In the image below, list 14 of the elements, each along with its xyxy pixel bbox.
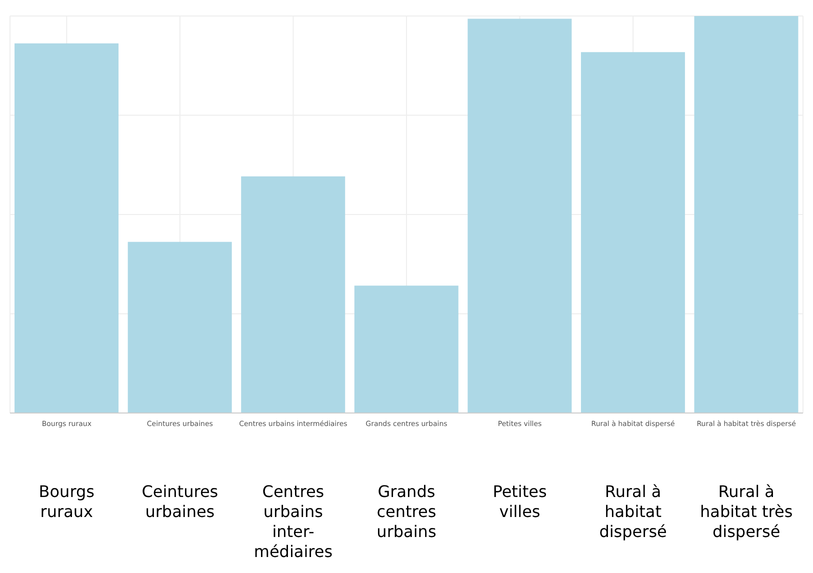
text: Centres urbains inter- médiaires: [252, 482, 334, 562]
text: Rural à habitat très dispersé: [699, 482, 794, 542]
bar: [14, 43, 119, 413]
text: Petites villes: [492, 482, 548, 522]
text: Rural à habitat dispersé: [598, 482, 668, 542]
bar: [580, 52, 685, 413]
bar: [128, 242, 232, 413]
bar: [468, 18, 572, 413]
bar: [354, 286, 458, 413]
text: Ceintures urbaines: [140, 482, 220, 522]
bar: [694, 16, 798, 413]
bar: [241, 176, 346, 413]
text: Grands centres urbains: [376, 482, 438, 542]
text: Bourgs ruraux: [38, 482, 96, 522]
